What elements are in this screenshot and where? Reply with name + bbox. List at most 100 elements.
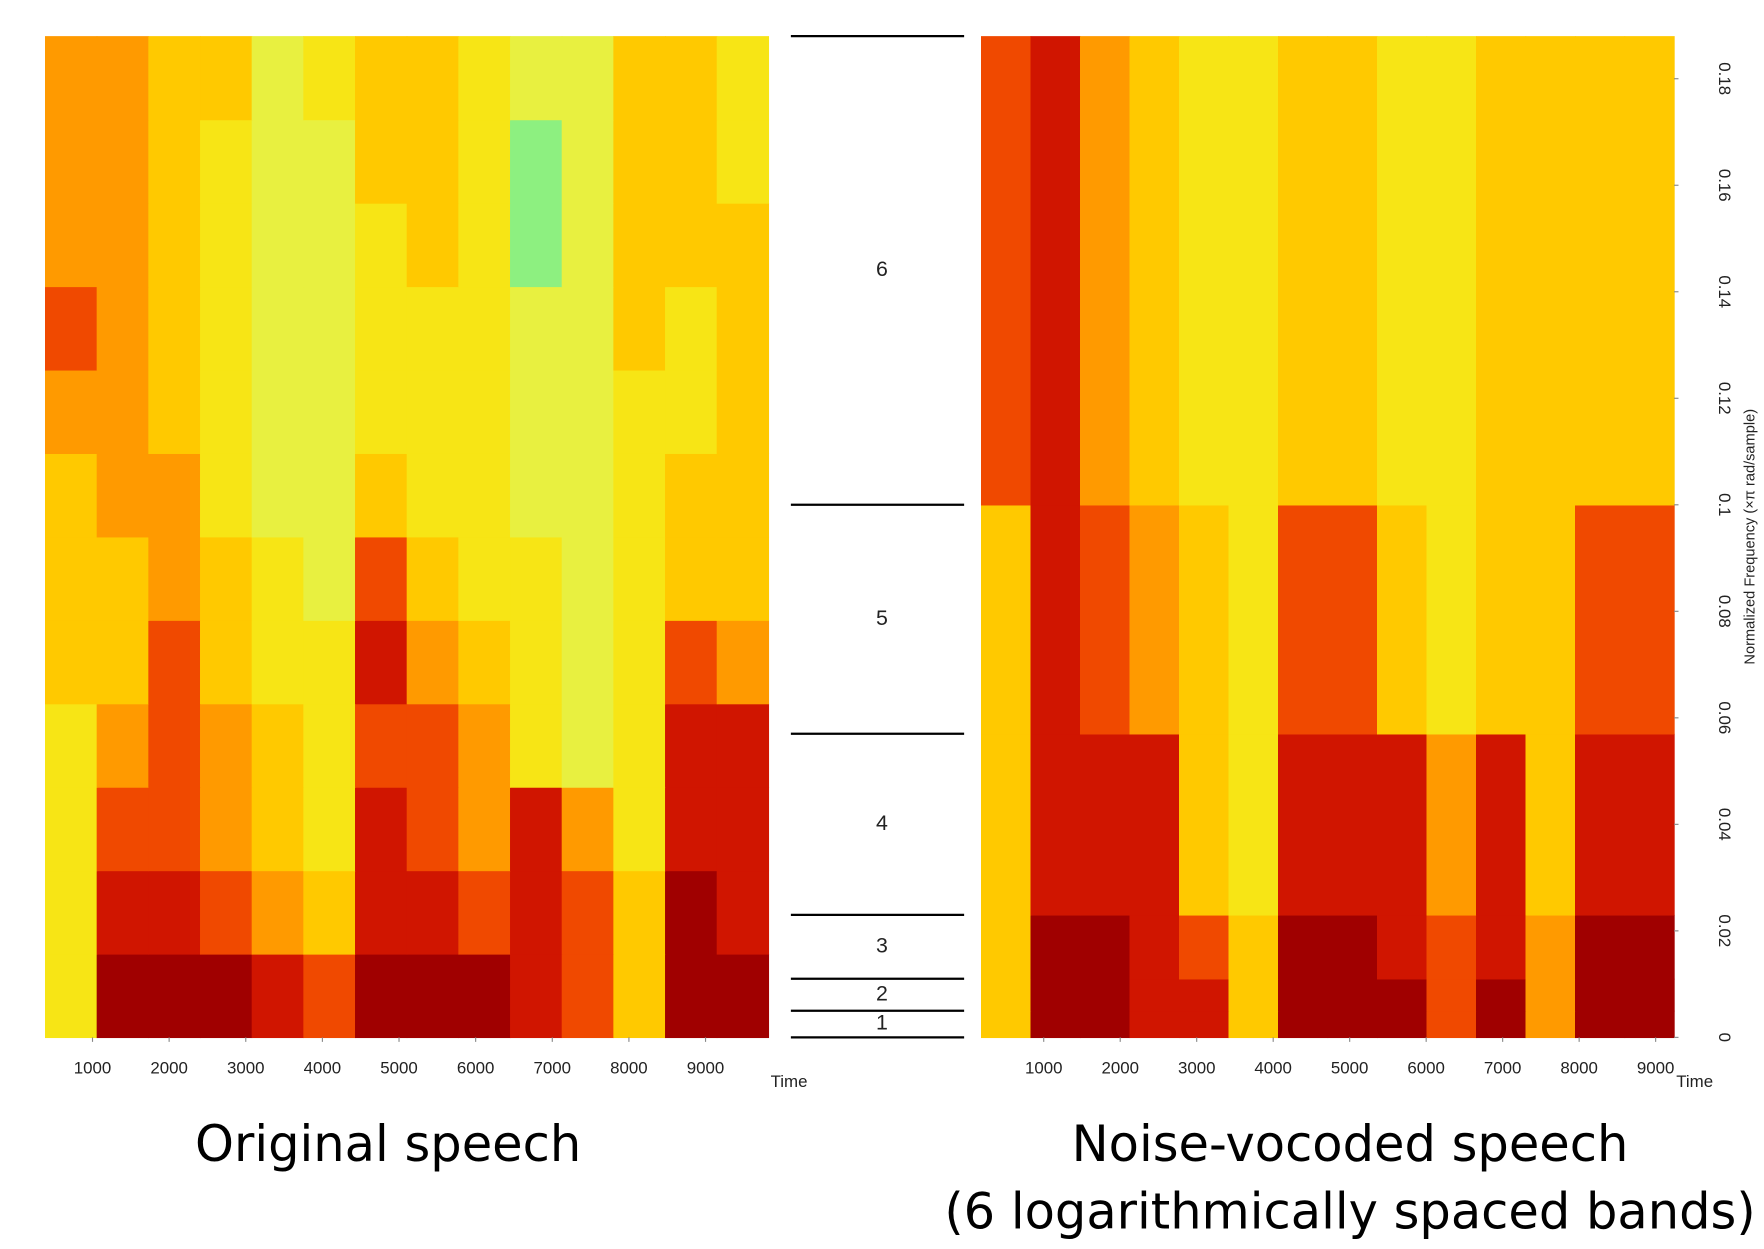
y-tick-label: 0.18 [1715, 62, 1734, 95]
heat-cell [355, 870, 408, 955]
heat-cell [1080, 978, 1131, 1012]
x-axis-label: Time [1676, 1072, 1713, 1091]
heat-cell [406, 620, 460, 705]
heat-cell [716, 870, 770, 955]
heat-cell [200, 369, 253, 454]
y-tick-label: 0.12 [1715, 382, 1734, 415]
heat-cell [148, 369, 201, 454]
heat-cell [716, 620, 770, 705]
heat-cell [1525, 36, 1576, 506]
heat-cell [355, 453, 408, 538]
heat-cell [148, 453, 201, 538]
heat-cell [355, 536, 408, 621]
x-tick-label: 9000 [687, 1058, 725, 1077]
heat-cell [1080, 36, 1131, 506]
heat-cell [981, 36, 1032, 506]
heat-cell [561, 703, 615, 788]
heat-cell [406, 36, 460, 121]
heat-cell [1228, 36, 1279, 506]
heat-cell [251, 203, 305, 288]
x-tick-label: 6000 [1407, 1058, 1445, 1077]
heat-cell [665, 119, 718, 204]
x-tick-label: 7000 [534, 1058, 572, 1077]
heat-cell [406, 953, 460, 1039]
heat-cell [1426, 978, 1477, 1012]
heat-cell [1575, 1010, 1626, 1039]
heat-cell [45, 369, 98, 454]
heat-cell [251, 119, 305, 204]
heat-cell [665, 953, 718, 1039]
heat-cell [1228, 914, 1279, 980]
heat-cell [1179, 504, 1230, 735]
x-axis-label: Time [771, 1072, 808, 1091]
heat-cell [613, 36, 666, 121]
heat-cell [355, 953, 408, 1039]
heat-cell [1426, 914, 1477, 980]
heat-cell [1129, 733, 1180, 916]
heat-cell [1377, 978, 1428, 1012]
heat-cell [200, 870, 253, 955]
heat-cell [1278, 36, 1329, 506]
heat-cell [1129, 914, 1180, 980]
heat-cell [510, 787, 563, 872]
heat-cell [1179, 978, 1230, 1012]
heat-cell [458, 119, 511, 204]
heat-cell [458, 203, 511, 288]
band-label: 3 [876, 933, 888, 957]
heat-cell [148, 286, 201, 371]
heat-cell [1476, 733, 1527, 916]
heat-cell [1426, 36, 1477, 506]
heat-cell [200, 203, 253, 288]
heat-cell [1080, 1010, 1131, 1039]
heat-cell [665, 787, 718, 872]
heat-cell [148, 703, 201, 788]
heat-cell [1278, 1010, 1329, 1039]
heat-cell [148, 203, 201, 288]
heat-cell [251, 787, 305, 872]
heat-cell [1575, 978, 1626, 1012]
heat-cell [1129, 504, 1180, 735]
heat-cell [1575, 504, 1626, 735]
heat-cell [1228, 978, 1279, 1012]
heat-cell [200, 787, 253, 872]
heat-cell [561, 620, 615, 705]
heat-cell [561, 36, 615, 121]
y-tick-label: 0 [1715, 1033, 1734, 1042]
heat-cell [716, 36, 770, 121]
heat-cell [1624, 914, 1675, 980]
heat-cell [1575, 733, 1626, 916]
heat-cell [510, 703, 563, 788]
heat-cell [716, 203, 770, 288]
heat-cell [303, 620, 356, 705]
heat-cell [406, 453, 460, 538]
heat-cell [251, 286, 305, 371]
caption: Original speech [195, 1115, 581, 1173]
heat-cell [355, 703, 408, 788]
y-tick-label: 0.06 [1715, 701, 1734, 734]
heat-cell [1030, 733, 1081, 916]
caption: Noise-vocoded speech [1072, 1115, 1629, 1173]
heat-cell [1030, 914, 1081, 980]
heat-cell [96, 453, 150, 538]
heat-cell [716, 453, 770, 538]
heat-cell [1080, 733, 1131, 916]
heat-cell [561, 953, 615, 1039]
heat-cell [148, 953, 201, 1039]
heat-cell [613, 286, 666, 371]
x-tick-label: 2000 [150, 1058, 188, 1077]
heat-cell [561, 536, 615, 621]
heat-cell [148, 119, 201, 204]
heat-cell [45, 953, 98, 1039]
heat-cell [1228, 733, 1279, 916]
y-tick-label: 0.04 [1715, 808, 1734, 841]
heat-cell [716, 286, 770, 371]
x-tick-label: 1000 [74, 1058, 112, 1077]
heat-cell [148, 36, 201, 121]
heat-cell [96, 536, 150, 621]
heat-cell [45, 453, 98, 538]
heat-cell [96, 286, 150, 371]
heat-cell [355, 787, 408, 872]
heat-cell [45, 787, 98, 872]
heat-cell [96, 703, 150, 788]
heat-cell [96, 203, 150, 288]
